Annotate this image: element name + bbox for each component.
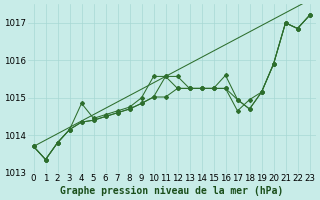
- X-axis label: Graphe pression niveau de la mer (hPa): Graphe pression niveau de la mer (hPa): [60, 186, 283, 196]
